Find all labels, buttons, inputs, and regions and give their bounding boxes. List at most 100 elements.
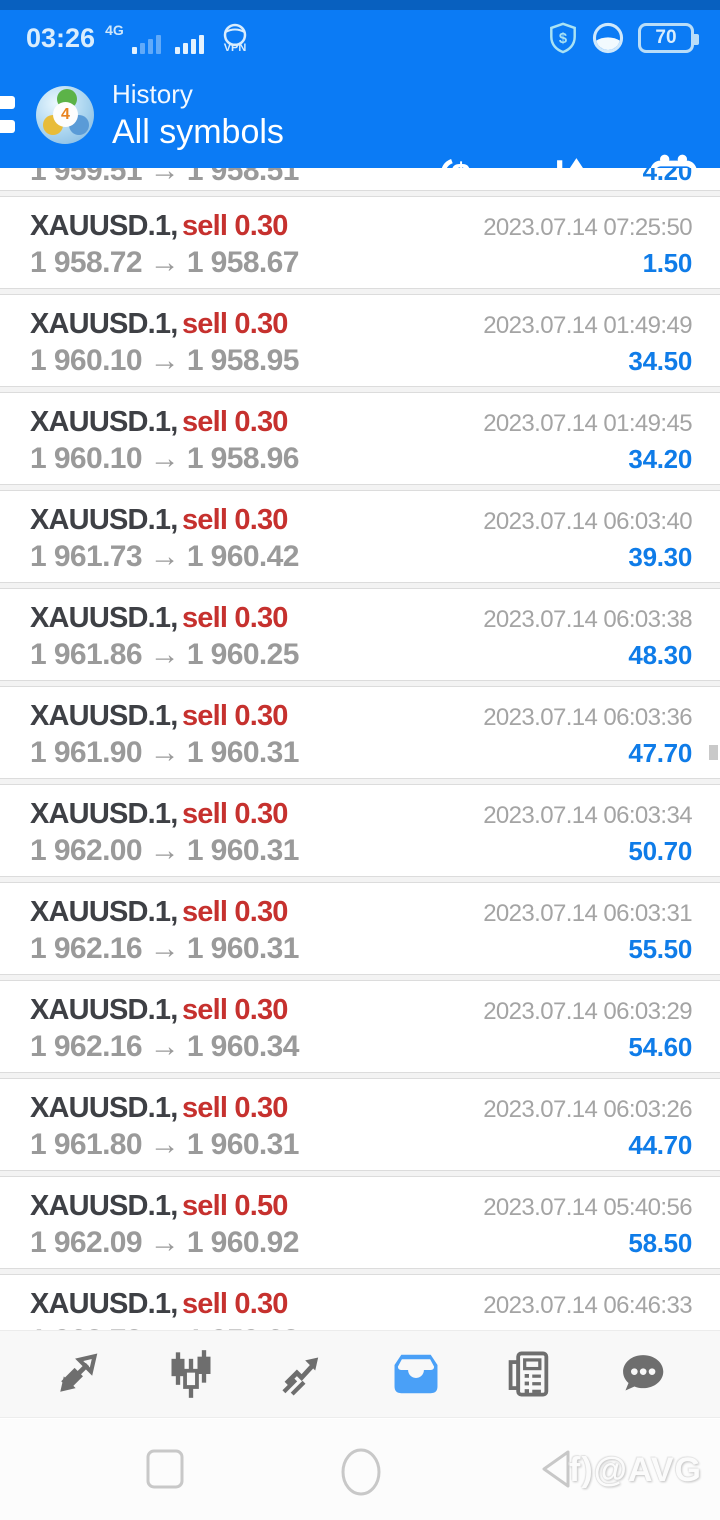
trade-row[interactable]: XAUUSD.1, sell 0.30 2023.07.14 01:49:49 … [0,295,720,386]
menu-drawer-handle-icon[interactable] [0,96,16,144]
trade-row[interactable]: XAUUSD.1, sell 0.30 2023.07.14 06:03:40 … [0,491,720,582]
payment-shield-icon: $ [550,22,576,54]
trade-profit: 39.30 [628,542,692,572]
tab-quotes[interactable] [52,1348,104,1400]
trade-prices: 1 960.10 → 1 958.96 [30,442,299,475]
trade-datetime: 2023.07.14 06:46:33 [483,1292,692,1319]
app-bar: 03:26 4G VPN [0,0,720,200]
trade-prices: 1 961.80 → 1 960.31 [30,1128,299,1161]
trade-symbol: XAUUSD.1, [30,406,178,438]
svg-text:$: $ [559,31,567,47]
trade-side: sell 0.30 [181,798,288,830]
trade-symbol: XAUUSD.1, [30,1288,178,1320]
vpn-icon: VPN [223,23,246,54]
trade-symbol: XAUUSD.1, [30,896,178,928]
trade-side: sell 0.30 [181,210,288,242]
trade-profit: 34.20 [628,444,692,474]
trade-row-clipped-top[interactable]: 1 959.51 → 1 958.51 4.20 [0,168,720,190]
header: 4 History All symbols $ [0,62,720,200]
metatrader-logo: 4 [36,86,94,144]
row-divider [0,386,720,393]
trade-datetime: 2023.07.14 01:49:45 [483,410,692,437]
trade-symbol: XAUUSD.1, [30,798,178,830]
trade-symbol: XAUUSD.1, [30,504,178,536]
scrollbar-thumb[interactable] [709,745,718,760]
trade-side: sell 0.30 [181,994,288,1026]
trade-symbol: XAUUSD.1, [30,700,178,732]
trade-prices: 1 959.51 → 1 958.51 [30,168,299,187]
trade-side: sell 0.50 [181,1190,288,1222]
recents-button[interactable] [145,1447,185,1491]
battery-percent: 70 [655,27,677,48]
trade-datetime: 2023.07.14 06:03:29 [483,998,692,1025]
trade-row[interactable]: XAUUSD.1, sell 0.30 2023.07.14 06:03:38 … [0,589,720,680]
trade-row[interactable]: XAUUSD.1, sell 0.30 2023.07.14 06:03:36 … [0,687,720,778]
trade-side: sell 0.30 [181,308,288,340]
trade-prices: 1 962.16 → 1 960.31 [30,932,299,965]
tab-messages[interactable] [616,1348,668,1400]
page-title: History [112,79,193,109]
watermark: f)@AVG [569,1451,702,1489]
trade-datetime: 2023.07.14 06:03:31 [483,900,692,927]
tab-trade[interactable] [278,1348,330,1400]
trade-history-list: 1 959.51 → 1 958.51 4.20 XAUUSD.1, sell … [0,168,720,1330]
trade-row[interactable]: XAUUSD.1, sell 0.30 2023.07.14 06:03:29 … [0,981,720,1072]
trade-symbol: XAUUSD.1, [30,210,178,242]
sim2-signal-icon [174,32,204,54]
trade-side: sell 0.30 [181,406,288,438]
trade-row[interactable]: XAUUSD.1, sell 0.30 2023.07.14 06:03:34 … [0,785,720,876]
trade-prices: 1 958.72 → 1 958.67 [30,246,299,279]
row-divider [0,582,720,589]
trade-prices: 1 962.09 → 1 960.92 [30,1226,299,1259]
trade-profit: 47.70 [628,738,692,768]
trade-prices: 1 960.10 → 1 958.95 [30,344,299,377]
row-divider [0,1170,720,1177]
trade-profit: 50.70 [628,836,692,866]
trade-row[interactable]: XAUUSD.1, sell 0.30 2023.07.14 06:03:26 … [0,1079,720,1170]
trade-row[interactable]: XAUUSD.1, sell 0.30 2023.07.14 07:25:50 … [0,197,720,288]
trade-prices: 1 962.73 → 1 959.63 [30,1324,299,1330]
row-divider [0,1072,720,1079]
trade-row[interactable]: XAUUSD.1, sell 0.30 2023.07.14 06:03:31 … [0,883,720,974]
trade-datetime: 2023.07.14 01:49:49 [483,312,692,339]
screen-top-shade [0,0,720,10]
trade-datetime: 2023.07.14 05:40:56 [483,1194,692,1221]
trade-datetime: 2023.07.14 06:03:36 [483,704,692,731]
row-divider [0,680,720,687]
trade-symbol: XAUUSD.1, [30,602,178,634]
trade-side: sell 0.30 [181,896,288,928]
trade-side: sell 0.30 [181,700,288,732]
status-bar: 03:26 4G VPN [0,14,720,62]
clock: 03:26 [26,22,96,53]
tab-charts[interactable] [165,1348,217,1400]
news-icon [508,1351,549,1397]
trade-profit: 4.20 [642,168,693,186]
back-button[interactable] [538,1447,574,1491]
home-button[interactable] [340,1447,382,1497]
row-divider [0,974,720,981]
trade-row[interactable]: XAUUSD.1, sell 0.30 2023.07.14 01:49:45 … [0,393,720,484]
network-type-label: 4G [105,22,124,38]
trade-profit: 44.70 [628,1130,692,1160]
trade-row[interactable]: XAUUSD.1, sell 0.50 2023.07.14 05:40:56 … [0,1177,720,1268]
trade-symbol: XAUUSD.1, [30,994,178,1026]
trade-row[interactable]: XAUUSD.1, sell 0.30 2023.07.14 06:46:33 … [0,1275,720,1330]
row-divider [0,778,720,785]
chat-bubble-icon [623,1355,664,1391]
trade-profit: 54.60 [628,1032,692,1062]
trade-profit: 34.50 [628,346,692,376]
trade-side: sell 0.30 [181,1288,288,1320]
trade-prices: 1 962.16 → 1 960.34 [30,1030,299,1063]
tab-news[interactable] [503,1348,555,1400]
trade-datetime: 2023.07.14 06:03:40 [483,508,692,535]
trade-prices: 1 962.00 → 1 960.31 [30,834,299,867]
bottom-toolbar [0,1330,720,1418]
battery-icon: 70 [638,23,699,53]
symbol-filter-label[interactable]: All symbols [112,113,284,151]
tab-history[interactable] [390,1348,442,1400]
row-divider [0,876,720,883]
sim1-signal-icon [131,32,161,54]
signal-area: 4G VPN [95,22,252,54]
trade-profit: 55.50 [628,934,692,964]
